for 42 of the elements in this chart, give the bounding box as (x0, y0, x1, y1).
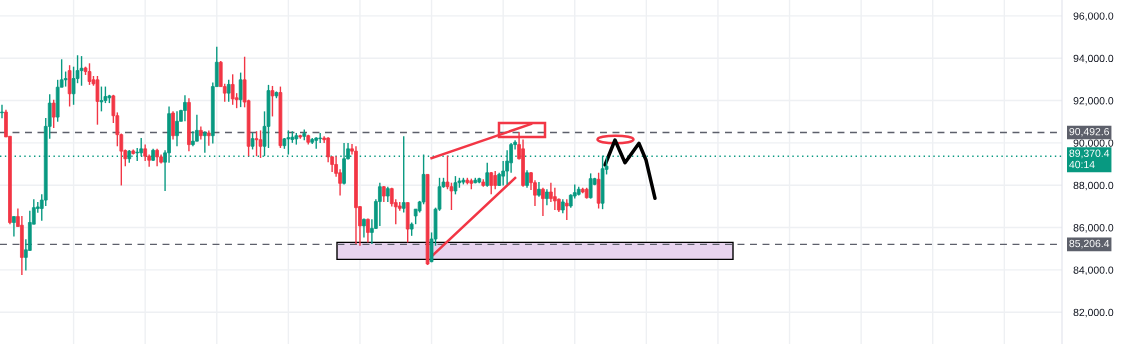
ref-line-label: 85,206.4 (1069, 239, 1110, 249)
y-tick-label: 84,000.0 (1073, 266, 1114, 276)
candlestick (453, 175, 458, 196)
y-tick-label: 86,000.0 (1073, 224, 1114, 233)
candlestick (51, 99, 56, 129)
candlestick (99, 85, 104, 113)
candlestick (254, 130, 259, 157)
candlestick (553, 187, 557, 211)
candlestick (238, 71, 243, 108)
ref-line-label: 89,370.4 40:14 (1069, 149, 1110, 169)
candlestick (183, 94, 187, 122)
candlestick (191, 130, 195, 147)
candlestick (378, 181, 382, 227)
candlestick (230, 73, 235, 106)
candlestick (12, 215, 16, 238)
candlestick (362, 217, 366, 239)
candlestick (596, 172, 601, 210)
candlestick (195, 114, 199, 142)
candlestick (541, 187, 545, 217)
candlestick (67, 64, 72, 108)
candlestick (87, 62, 92, 86)
ref-line-label: 90,492.6 (1069, 127, 1110, 137)
candlestick (175, 110, 179, 147)
candlestick (202, 130, 207, 154)
candlestick (489, 171, 494, 196)
candlestick (79, 55, 84, 87)
candlestick (270, 85, 275, 118)
candlestick (0, 104, 4, 120)
candlestick (326, 136, 330, 163)
candlestick (206, 129, 211, 147)
y-tick-label: 92,000.0 (1073, 97, 1114, 106)
y-tick-label: 90,000.0 (1073, 139, 1114, 148)
candlestick (171, 110, 175, 141)
y-tick-label: 82,000.0 (1073, 308, 1114, 318)
y-tick-label: 94,000.0 (1073, 54, 1114, 64)
y-tick-label: 88,000.0 (1073, 181, 1114, 191)
y-tick-label: 96,000.0 (1073, 12, 1114, 21)
candlestick (258, 129, 263, 159)
candlestick (366, 217, 370, 244)
candlestick (485, 162, 490, 188)
candlestick (286, 129, 291, 156)
candlestick (95, 75, 100, 126)
